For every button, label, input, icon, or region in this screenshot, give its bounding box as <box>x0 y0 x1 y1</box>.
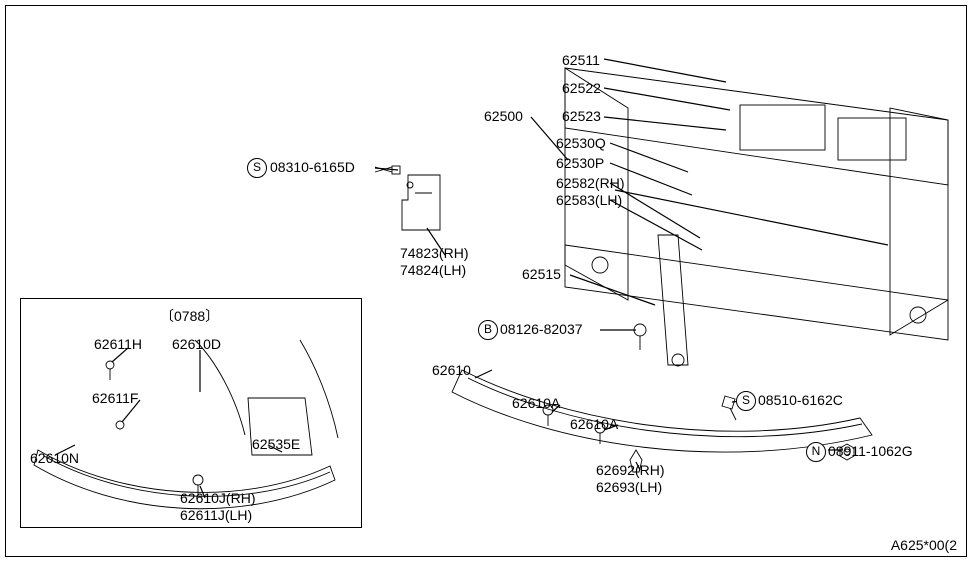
label-62611F: 62611F <box>92 390 138 407</box>
symbol-s-2: S <box>736 391 756 411</box>
label-62530Q: 62530Q <box>556 135 606 152</box>
label-62693: 62693(LH) <box>596 479 662 496</box>
label-08911: 08911-1062G <box>828 443 913 460</box>
label-08510: 08510-6162C <box>758 392 843 409</box>
symbol-n: N <box>806 442 826 462</box>
label-62692: 62692(RH) <box>596 462 664 479</box>
label-62511: 62511 <box>562 52 600 69</box>
label-62530P: 62530P <box>556 155 604 172</box>
label-08310: 08310-6165D <box>270 159 355 176</box>
label-62610D: 62610D <box>172 336 221 353</box>
diagram-svg <box>0 0 975 566</box>
label-62582: 62582(RH) <box>556 175 624 192</box>
label-08126: 08126-82037 <box>500 321 583 338</box>
label-62583: 62583(LH) <box>556 192 622 209</box>
label-62611H: 62611H <box>94 336 142 353</box>
footer-code: A625*00(2 <box>891 537 957 554</box>
symbol-b: B <box>478 320 498 340</box>
label-62610A-2: 62610A <box>570 416 618 433</box>
label-62535E: 62535E <box>252 436 300 453</box>
inset-title: 〔0788〕 <box>160 308 219 325</box>
label-62610: 62610 <box>432 362 471 379</box>
label-62610J: 62610J(RH) <box>180 490 255 507</box>
label-62610A-1: 62610A <box>512 395 560 412</box>
label-62515: 62515 <box>522 266 561 283</box>
label-74824: 74824(LH) <box>400 262 466 279</box>
label-62522: 62522 <box>562 80 601 97</box>
label-62610N: 62610N <box>30 450 79 467</box>
label-62611J: 62611J(LH) <box>180 507 252 524</box>
label-74823: 74823(RH) <box>400 245 468 262</box>
symbol-s-1: S <box>247 158 267 178</box>
label-62500: 62500 <box>484 108 523 125</box>
label-62523: 62523 <box>562 108 601 125</box>
